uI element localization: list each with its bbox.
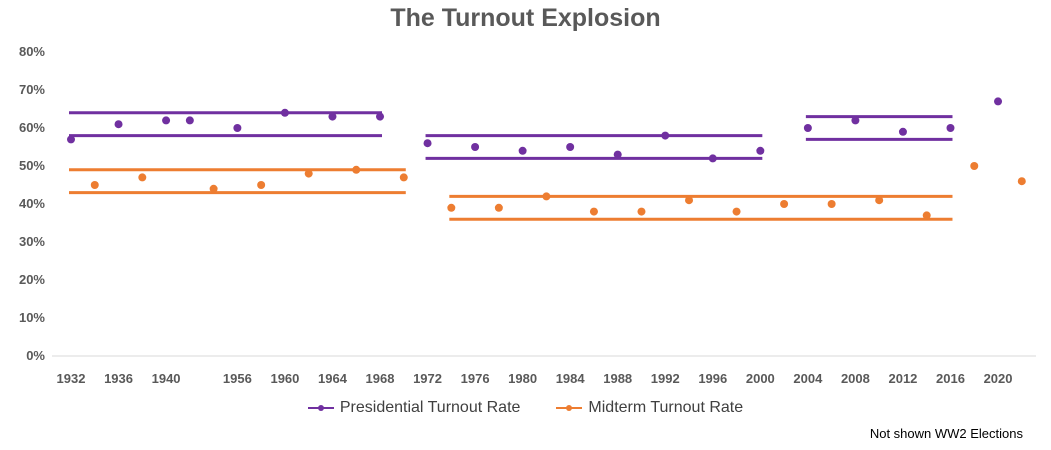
point-presidential	[803, 124, 812, 132]
y-tick-label: 80%	[19, 44, 45, 59]
point-presidential	[946, 124, 955, 132]
point-presidential	[708, 154, 717, 163]
chart-footnote: Not shown WW2 Elections	[869, 426, 1023, 441]
point-midterm	[970, 162, 979, 170]
x-tick-label: 1936	[104, 371, 133, 386]
point-midterm	[399, 173, 408, 182]
turnout-points	[67, 97, 1026, 220]
point-midterm	[637, 207, 646, 216]
legend-label-presidential: Presidential Turnout Rate	[339, 399, 521, 416]
x-tick-label: 1992	[651, 371, 680, 386]
x-tick-label: 2020	[984, 371, 1013, 386]
y-tick-label: 30%	[19, 234, 45, 249]
point-presidential	[423, 139, 432, 148]
point-midterm	[209, 184, 218, 193]
point-midterm	[494, 203, 503, 212]
point-presidential	[566, 143, 575, 151]
legend-swatch-presidential	[307, 402, 334, 414]
y-tick-label: 60%	[19, 120, 45, 135]
y-tick-label: 10%	[19, 310, 45, 325]
point-presidential	[518, 146, 527, 155]
x-tick-label: 1932	[57, 371, 86, 386]
point-midterm	[685, 196, 694, 205]
x-tick-label: 1996	[698, 371, 727, 386]
x-tick-label: 2004	[793, 371, 823, 386]
point-presidential	[376, 112, 385, 121]
point-midterm	[1017, 177, 1026, 186]
point-midterm	[780, 200, 789, 208]
x-tick-label: 2008	[841, 371, 870, 386]
y-tick-label: 0%	[26, 348, 45, 363]
point-midterm	[304, 169, 313, 178]
x-tick-label: 1960	[270, 371, 299, 386]
x-tick-label: 1956	[223, 371, 252, 386]
point-presidential	[328, 112, 337, 121]
point-midterm	[447, 203, 456, 212]
x-tick-label: 1980	[508, 371, 537, 386]
point-midterm	[90, 181, 99, 189]
turnout-bands	[69, 111, 953, 221]
y-tick-label: 20%	[19, 272, 45, 287]
point-midterm	[922, 211, 931, 220]
x-tick-label: 1968	[366, 371, 395, 386]
point-presidential	[67, 135, 75, 144]
point-midterm	[542, 192, 551, 201]
point-presidential	[233, 124, 242, 132]
point-presidential	[162, 116, 171, 125]
y-tick-label: 40%	[19, 196, 45, 211]
legend-item-midterm: Midterm Turnout Rate	[556, 399, 743, 417]
x-tick-label: 1940	[152, 371, 181, 386]
point-presidential	[994, 97, 1003, 106]
point-presidential	[898, 127, 907, 136]
x-tick-label: 1964	[318, 371, 348, 386]
point-midterm	[352, 165, 361, 174]
x-axis: 1932 1936 1940 1956 1960 1964 1968 1972 1976 1980…	[52, 355, 1036, 386]
point-midterm	[138, 173, 147, 182]
point-midterm	[257, 181, 266, 189]
legend: Presidential Turnout Rate Midterm Turnou…	[0, 399, 1051, 417]
point-presidential	[756, 146, 765, 155]
y-axis: 0% 10% 20% 30% 40% 50% 60% 70% 80%	[19, 44, 45, 363]
x-tick-label: 2016	[936, 371, 965, 386]
x-tick-label: 1984	[556, 371, 586, 386]
point-presidential	[280, 108, 289, 117]
y-tick-label: 70%	[19, 82, 45, 97]
legend-swatch-midterm	[556, 402, 583, 414]
x-tick-label: 2012	[888, 371, 917, 386]
point-presidential	[613, 150, 622, 159]
point-midterm	[875, 196, 884, 205]
point-presidential	[114, 120, 123, 129]
x-tick-label: 1988	[603, 371, 632, 386]
point-presidential	[471, 143, 480, 151]
y-tick-label: 50%	[19, 158, 45, 173]
x-tick-label: 1976	[461, 371, 490, 386]
point-midterm	[589, 207, 598, 216]
point-presidential	[185, 116, 194, 125]
legend-label-midterm: Midterm Turnout Rate	[588, 399, 744, 416]
x-tick-label: 1972	[413, 371, 442, 386]
legend-item-presidential: Presidential Turnout Rate	[307, 399, 521, 417]
x-tick-label: 2000	[746, 371, 775, 386]
point-presidential	[851, 116, 860, 125]
point-midterm	[732, 207, 741, 216]
point-presidential	[661, 131, 670, 140]
point-midterm	[827, 200, 836, 208]
chart-title: The Turnout Explosion	[390, 4, 661, 32]
